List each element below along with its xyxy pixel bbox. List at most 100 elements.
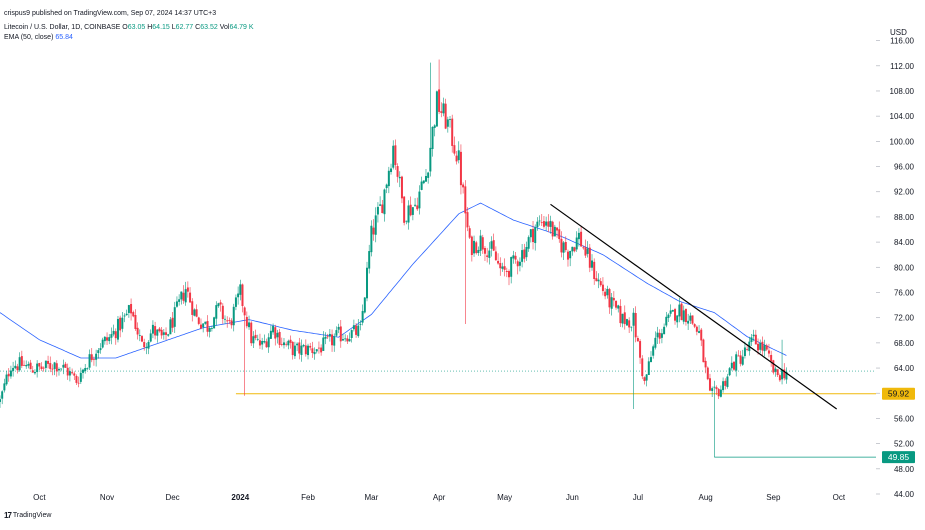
x-axis-ticks: Oct Nov Dec 2024 Feb Mar Apr May Jun Jul Aug Sep Oct [33, 493, 846, 502]
candle-body [680, 303, 683, 321]
candle-body [770, 354, 773, 362]
candle-body [9, 370, 12, 377]
volume-label: Vol [219, 24, 230, 31]
candle-body [416, 205, 419, 210]
candle-body [14, 365, 17, 369]
trendline-group[interactable] [550, 203, 838, 410]
candle-body [357, 325, 360, 337]
y-tick-label: 100.00 [890, 137, 915, 146]
candle-body [711, 388, 714, 391]
candle-body [409, 204, 412, 216]
candle-body [772, 360, 775, 373]
candle-body [341, 339, 344, 341]
candle-body [36, 363, 39, 373]
candle-body [503, 266, 506, 270]
y-tick-label: 76.00 [894, 288, 915, 297]
candle-body [494, 251, 497, 261]
ema-label[interactable]: EMA (50, close) [4, 34, 54, 41]
candle-body [224, 318, 227, 320]
candle-body [300, 345, 303, 355]
price-label-box [882, 387, 915, 400]
candle-body [726, 376, 729, 387]
symbol-name[interactable]: Litecoin / U.S. Dollar, 1D, COINBASE [4, 24, 121, 31]
candle-body [51, 368, 54, 370]
candle-body [387, 170, 390, 187]
candle-body [175, 301, 178, 307]
candle-body [737, 355, 740, 357]
candle-body [178, 299, 181, 302]
y-tick-label: 64.00 [894, 364, 915, 373]
candle-body [584, 247, 587, 256]
candle-body [372, 227, 375, 235]
candle-body [580, 231, 583, 247]
trendline[interactable] [550, 203, 838, 410]
candle-body [228, 320, 231, 321]
candle-body [575, 237, 578, 250]
reference-lines [0, 370, 876, 458]
candle-body [728, 368, 731, 376]
candle-body [689, 315, 692, 321]
candle-body [344, 338, 347, 340]
candle-body [497, 260, 500, 264]
candle-body [278, 331, 281, 345]
candle-body [510, 257, 513, 277]
candle-body [462, 184, 465, 188]
candle-body [518, 261, 521, 266]
candle-body [49, 363, 52, 369]
candle-body [103, 336, 106, 342]
candle-body [339, 326, 342, 342]
tradingview-logo[interactable]: 17 TradingView [4, 511, 51, 520]
candle-body [95, 353, 98, 360]
candle-body [151, 324, 154, 334]
candle-body [346, 338, 349, 342]
ohlc-open-label: O [122, 24, 128, 31]
candle-body [335, 330, 338, 336]
price-labels: 59.92 49.85 [882, 387, 915, 464]
candle-body [741, 356, 744, 365]
candle-body [296, 343, 299, 346]
candle-body [532, 228, 535, 243]
candle-body [130, 303, 133, 314]
candle-body [719, 389, 722, 397]
candle-body [219, 302, 222, 305]
candle-body [671, 310, 674, 312]
candle-body [750, 337, 753, 342]
candle-body [394, 145, 397, 166]
candle-body [132, 312, 135, 317]
candle-body [475, 242, 478, 254]
candle-body [29, 362, 32, 370]
candle-body [88, 354, 91, 368]
candle-body [674, 309, 677, 321]
candle-body [272, 326, 275, 333]
ohlc-high-value: 64.15 [152, 24, 170, 31]
candle-body [785, 371, 788, 380]
candle-body [398, 176, 401, 179]
candle-body [7, 373, 10, 377]
x-tick-label: Jul [633, 493, 643, 502]
candle-body [667, 314, 670, 318]
candle-body [282, 342, 285, 346]
candle-body [368, 251, 371, 269]
candle-body [625, 319, 628, 326]
x-tick-label: May [497, 493, 512, 502]
candle-body [363, 297, 366, 313]
price-scale-background[interactable] [876, 28, 925, 494]
candle-body [191, 301, 194, 315]
candle-body [459, 151, 462, 186]
candle-body [237, 293, 240, 298]
candle-body [210, 328, 213, 329]
candle-body [608, 289, 611, 308]
candle-body [263, 340, 266, 343]
candle-body [601, 284, 604, 292]
ohlc-open-value: 63.05 [127, 24, 146, 31]
candle-body [446, 119, 449, 127]
price-label-box [882, 451, 915, 464]
candle-body [781, 369, 784, 380]
ema-line [0, 202, 787, 359]
candle-body [261, 340, 264, 345]
ohlc-high-label: H [147, 24, 153, 31]
candle-body [123, 315, 126, 317]
candle-body [112, 330, 115, 335]
candle-body [256, 338, 259, 340]
